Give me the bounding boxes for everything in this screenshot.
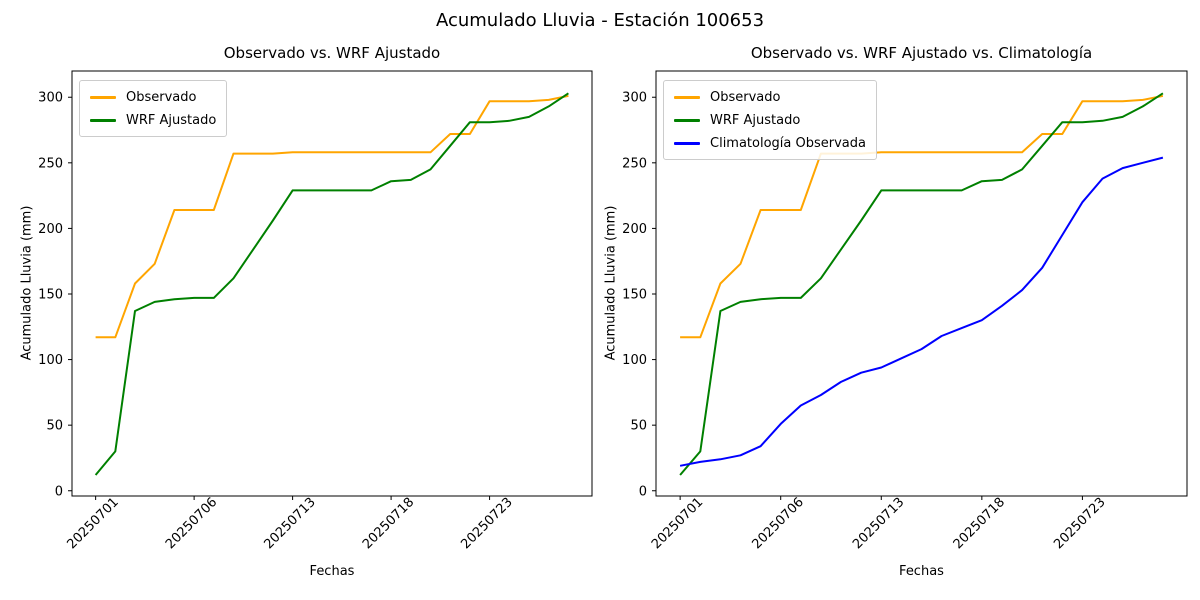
axes-frame (655, 70, 1188, 497)
x-tick-label: 20250718 (951, 495, 1008, 552)
right-chart-legend: Observado WRF Ajustado Climatología Obse… (663, 80, 877, 160)
legend-label: Climatología Observada (710, 135, 866, 151)
x-tick-label: 20250723 (458, 495, 515, 552)
legend-line-swatch (90, 95, 116, 99)
x-tick-label: 20250701 (649, 495, 706, 552)
y-tick-label: 100 (622, 353, 647, 368)
left-chart-title: Observado vs. WRF Ajustado (223, 44, 441, 62)
y-tick-label: 250 (622, 156, 647, 171)
figure-title: Acumulado Lluvia - Estación 100653 (435, 10, 765, 31)
observado-line (680, 94, 1164, 339)
wrf-ajustado-line (94, 92, 569, 476)
y-tick-label: 100 (38, 353, 63, 368)
legend-line-swatch (674, 118, 700, 122)
x-tick-label: 20250713 (261, 495, 318, 552)
legend-label: WRF Ajustado (126, 112, 217, 128)
x-tick-label: 20250706 (163, 495, 220, 552)
x-tick-label: 20250706 (750, 495, 807, 552)
y-tick-label: 50 (630, 419, 647, 434)
y-tick-label: 300 (622, 91, 647, 106)
legend-entry: Observado (674, 88, 866, 106)
legend-line-swatch (90, 118, 116, 122)
right-chart-title: Observado vs. WRF Ajustado vs. Climatolo… (750, 44, 1093, 62)
x-tick-label: 20250718 (360, 495, 417, 552)
legend-label: Observado (126, 89, 197, 105)
right-y-axis-label: Acumulado Lluvia (mm) (603, 205, 619, 361)
legend-line-swatch (674, 141, 700, 145)
x-tick-label: 20250701 (64, 495, 121, 552)
climatologia-observada-line (679, 156, 1164, 467)
legend-entry: WRF Ajustado (90, 111, 216, 129)
x-tick-label: 20250713 (850, 495, 907, 552)
y-tick-label: 200 (622, 222, 647, 237)
axes-frame (71, 70, 593, 497)
observado-line (95, 94, 569, 339)
legend-entry: WRF Ajustado (674, 111, 866, 129)
left-chart-legend: Observado WRF Ajustado (79, 80, 228, 137)
y-tick-label: 200 (38, 222, 63, 237)
legend-line-swatch (674, 95, 700, 99)
legend-entry: Climatología Observada (674, 134, 866, 152)
y-tick-label: 50 (46, 419, 63, 434)
y-tick-label: 0 (639, 484, 647, 499)
legend-entry: Observado (90, 88, 216, 106)
y-tick-label: 250 (38, 156, 63, 171)
x-tick-label: 20250723 (1051, 495, 1108, 552)
legend-label: WRF Ajustado (710, 112, 801, 128)
right-x-axis-label: Fechas (899, 564, 944, 579)
left-y-axis-label: Acumulado Lluvia (mm) (19, 205, 35, 361)
wrf-ajustado-line (679, 92, 1164, 476)
y-tick-label: 150 (38, 287, 63, 302)
y-tick-label: 150 (622, 287, 647, 302)
y-tick-label: 300 (38, 91, 63, 106)
y-tick-label: 0 (55, 484, 63, 499)
legend-label: Observado (710, 89, 781, 105)
left-x-axis-label: Fechas (309, 564, 355, 579)
